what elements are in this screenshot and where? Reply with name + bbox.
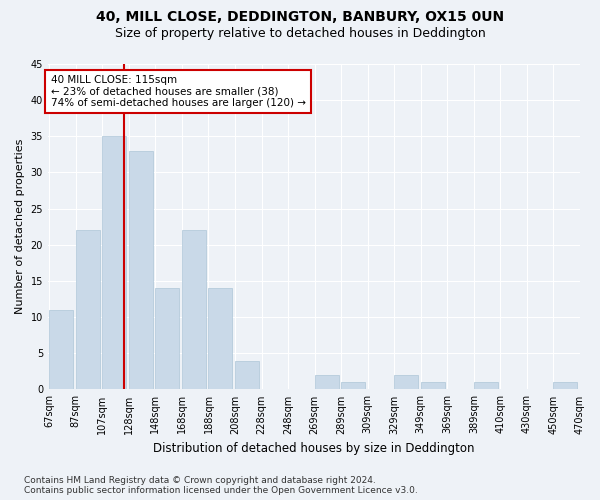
Bar (235, 360, 259, 390)
Text: 40 MILL CLOSE: 115sqm
← 23% of detached houses are smaller (38)
74% of semi-deta: 40 MILL CLOSE: 115sqm ← 23% of detached … (50, 75, 305, 108)
Bar (421, 382, 445, 390)
X-axis label: Distribution of detached houses by size in Deddington: Distribution of detached houses by size … (153, 442, 475, 455)
Text: Contains HM Land Registry data © Crown copyright and database right 2024.
Contai: Contains HM Land Registry data © Crown c… (24, 476, 418, 495)
Bar (474, 382, 498, 390)
Bar (182, 230, 206, 390)
Y-axis label: Number of detached properties: Number of detached properties (15, 139, 25, 314)
Bar (394, 375, 418, 390)
Bar (49, 310, 73, 390)
Bar (341, 382, 365, 390)
Text: Size of property relative to detached houses in Deddington: Size of property relative to detached ho… (115, 28, 485, 40)
Bar (129, 151, 153, 390)
Bar (155, 288, 179, 390)
Bar (208, 288, 232, 390)
Bar (314, 375, 338, 390)
Bar (103, 136, 126, 390)
Bar (76, 230, 100, 390)
Bar (553, 382, 577, 390)
Text: 40, MILL CLOSE, DEDDINGTON, BANBURY, OX15 0UN: 40, MILL CLOSE, DEDDINGTON, BANBURY, OX1… (96, 10, 504, 24)
